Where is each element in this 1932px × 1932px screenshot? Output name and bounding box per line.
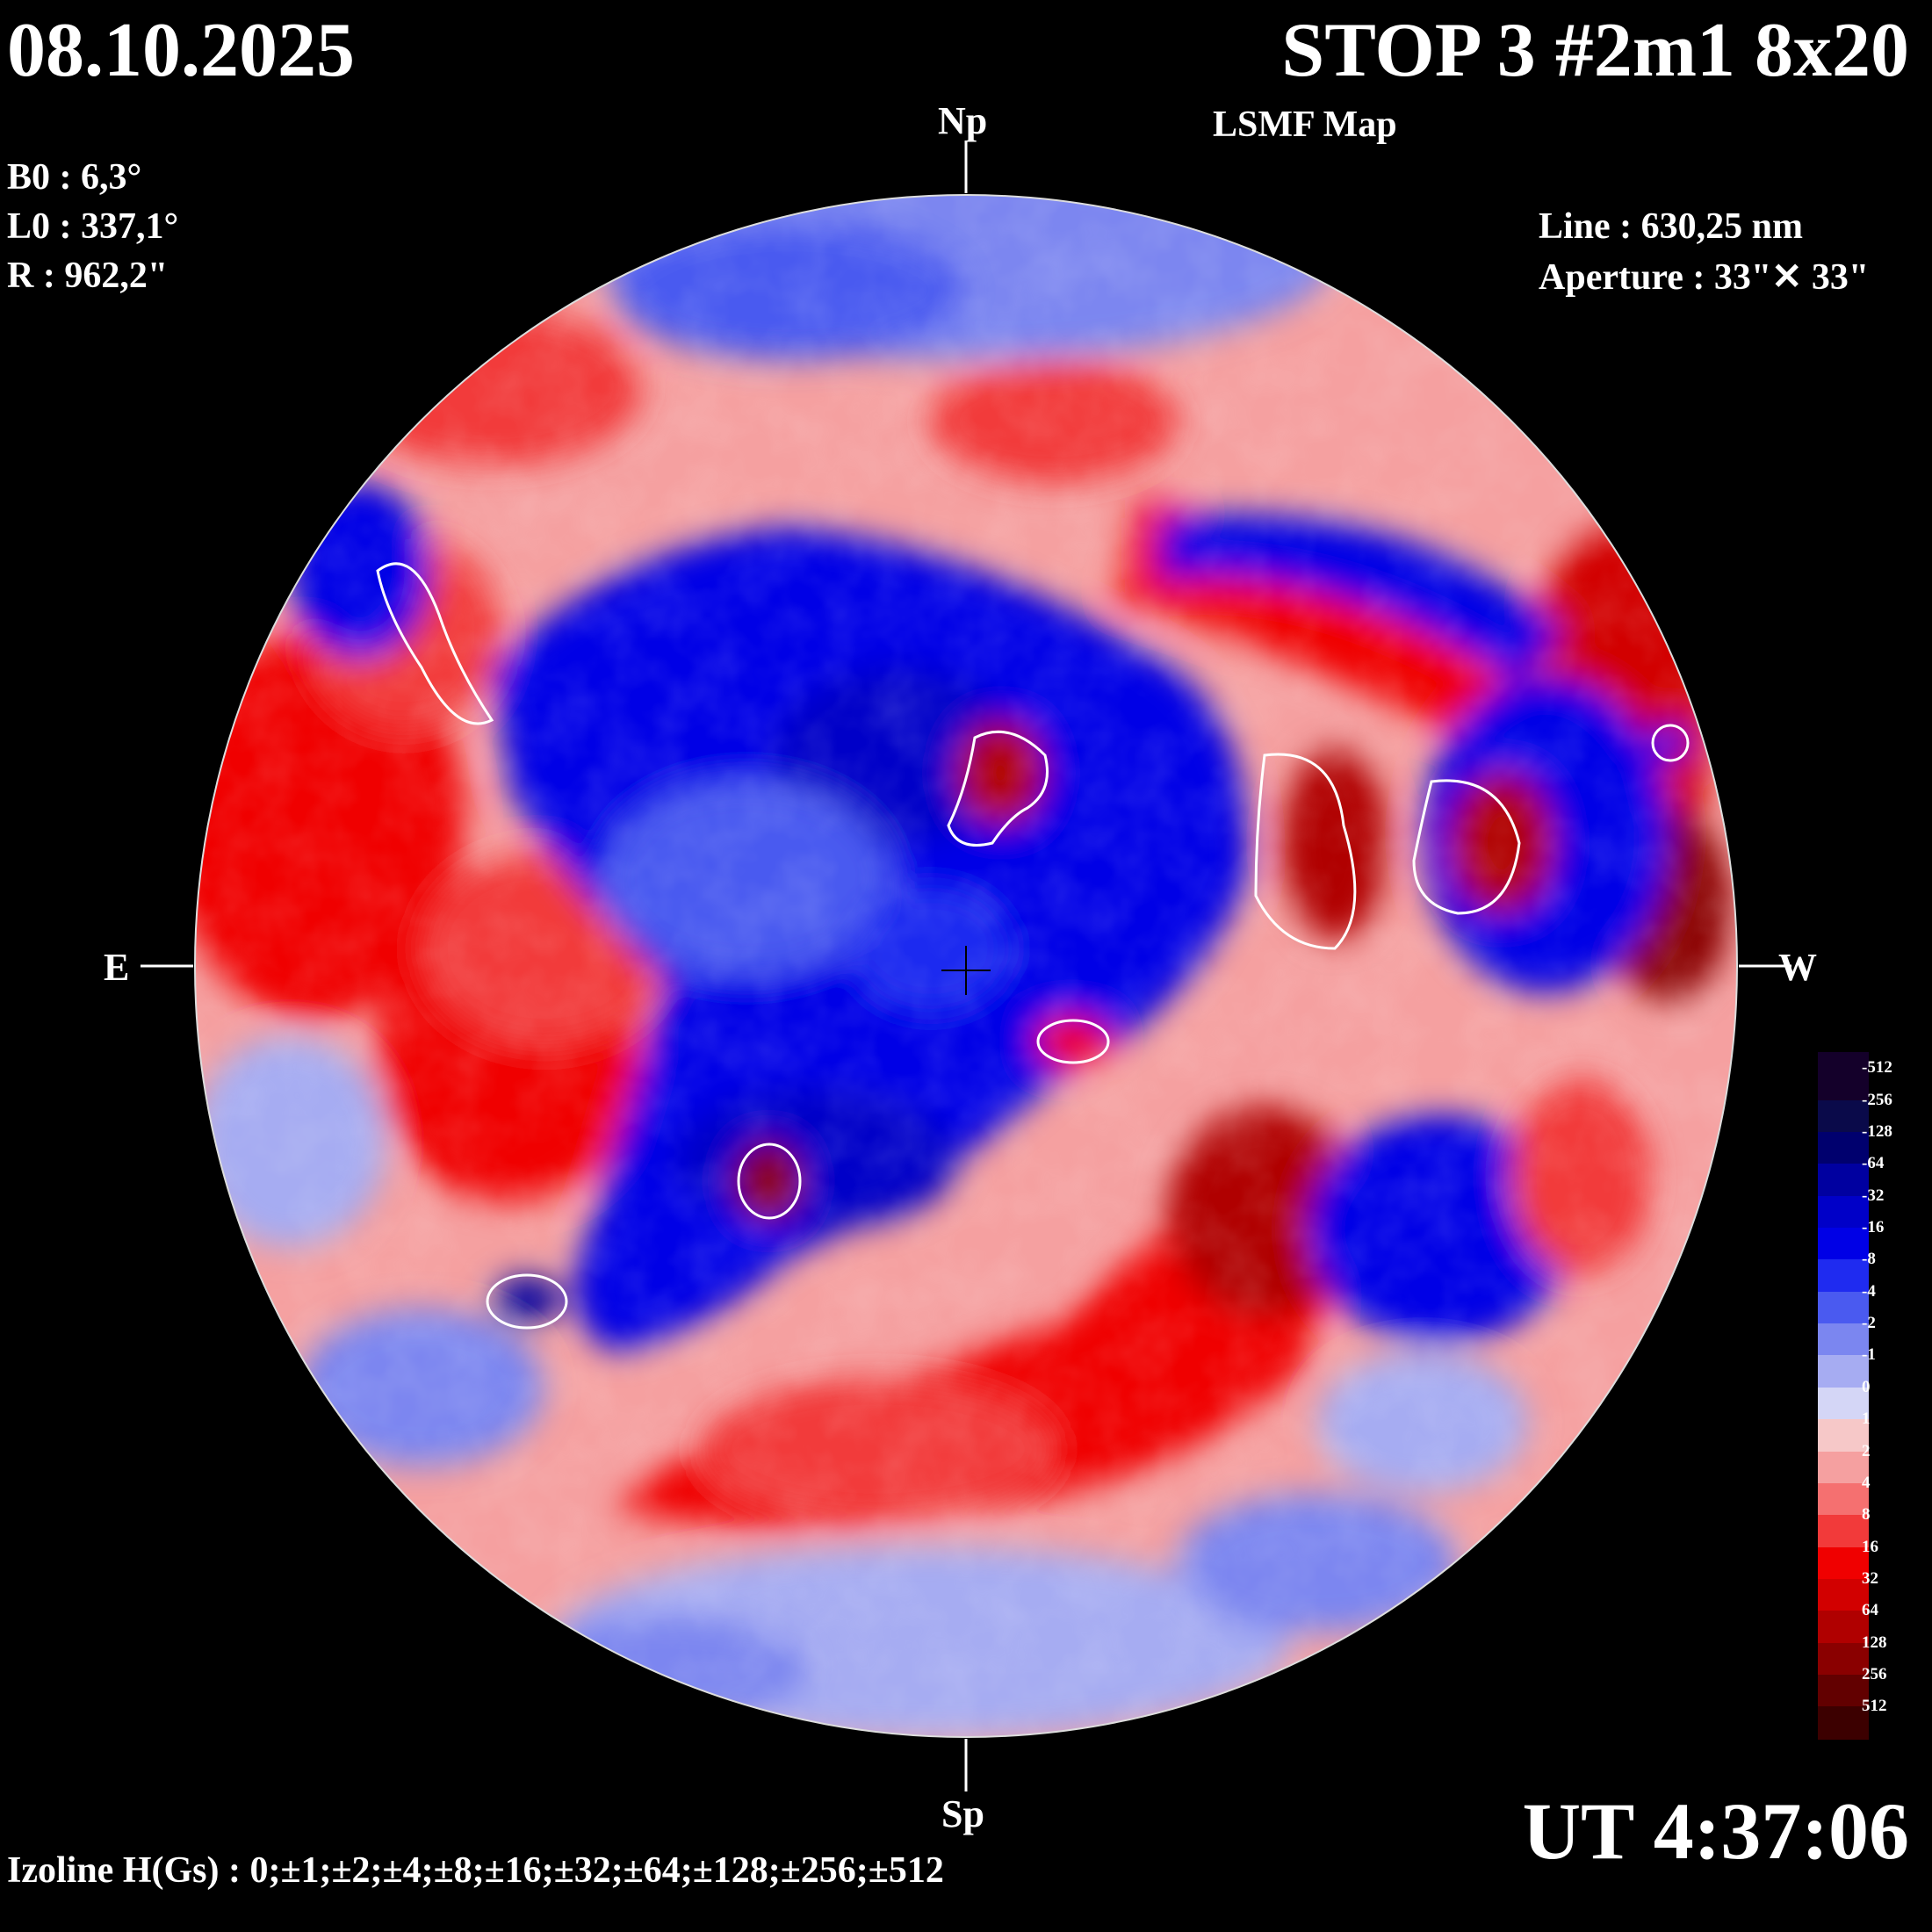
spectral-line: Line : 630,25 nm <box>1539 206 1804 247</box>
map-subtitle: LSMF Map <box>1213 105 1397 145</box>
west-label: W <box>1778 946 1817 989</box>
colorbar-cell <box>1818 1164 1869 1197</box>
colorbar-label: 8 <box>1862 1505 1871 1525</box>
colorbar-cell <box>1818 1387 1869 1421</box>
colorbar-cell <box>1818 1291 1869 1325</box>
colorbar-cell <box>1818 1675 1869 1708</box>
axis-ticks <box>141 141 1791 1791</box>
colorbar-cell <box>1818 1419 1869 1453</box>
aperture: Aperture : 33"✕ 33" <box>1539 257 1870 298</box>
colorbar-cell <box>1818 1482 1869 1517</box>
colorbar-cell <box>1818 1228 1869 1261</box>
south-pole-label: Sp <box>941 1792 984 1835</box>
colorbar-label: 32 <box>1862 1569 1878 1588</box>
colorbar-cell <box>1818 1068 1869 1101</box>
param-l0: L0 : 337,1° <box>7 206 179 247</box>
north-pole-label: Np <box>938 99 988 142</box>
colorbar-label: 128 <box>1862 1633 1887 1652</box>
map-title: STOP 3 #2m1 8x20 <box>1281 8 1909 93</box>
colorbar-cell <box>1818 1451 1869 1484</box>
colorbar-label: -8 <box>1862 1250 1876 1269</box>
zero-isolines <box>376 562 1690 1330</box>
param-b0: B0 : 6,3° <box>7 157 142 198</box>
colorbar-cell <box>1818 1323 1869 1357</box>
izoline-legend: Izoline H(Gs) : 0;±1;±2;±4;±8;±16;±32;±6… <box>7 1850 944 1891</box>
colorbar-label: 256 <box>1862 1665 1887 1684</box>
east-label: E <box>104 946 130 989</box>
colorbar-cell <box>1818 1355 1869 1388</box>
colorbar-cell <box>1818 1611 1869 1644</box>
observation-date: 08.10.2025 <box>7 8 355 93</box>
colorbar-label: -16 <box>1862 1218 1885 1236</box>
colorbar-cell <box>1818 1515 1869 1548</box>
colorbar-cell <box>1818 1131 1869 1165</box>
colorbar-label: -512 <box>1862 1058 1892 1078</box>
colorbar-cell <box>1818 1195 1869 1229</box>
colorbar-label: 1 <box>1862 1409 1871 1429</box>
colorbar-cell <box>1818 1259 1869 1293</box>
param-radius: R : 962,2" <box>7 256 169 296</box>
colorbar-label: -64 <box>1862 1154 1885 1173</box>
colorbar-cell <box>1818 1546 1869 1580</box>
colorbar-cell <box>1818 1706 1869 1740</box>
colorbar-cell <box>1818 1579 1869 1612</box>
colorbar-label: -128 <box>1862 1121 1892 1141</box>
colorbar-label: -4 <box>1862 1281 1876 1301</box>
colorbar-label: 4 <box>1862 1473 1871 1492</box>
disk-limb <box>194 194 1738 1738</box>
color-scale-bar <box>1818 1052 1869 1755</box>
colorbar-label: 64 <box>1862 1601 1878 1620</box>
colorbar-cell <box>1818 1642 1869 1676</box>
colorbar-cell <box>1818 1099 1869 1133</box>
colorbar-label: -2 <box>1862 1314 1876 1333</box>
colorbar-label: 16 <box>1862 1537 1878 1556</box>
colorbar-label: -256 <box>1862 1090 1892 1109</box>
colorbar-label: -32 <box>1862 1186 1885 1205</box>
colorbar-label: 2 <box>1862 1441 1871 1460</box>
colorbar-label: -1 <box>1862 1345 1876 1365</box>
colorbar-label: 0 <box>1862 1377 1871 1396</box>
center-crosshair <box>941 946 991 995</box>
colorbar-cap <box>1818 1052 1869 1069</box>
ut-time: UT 4:37:06 <box>1522 1786 1909 1876</box>
colorbar-label: 512 <box>1862 1697 1887 1716</box>
